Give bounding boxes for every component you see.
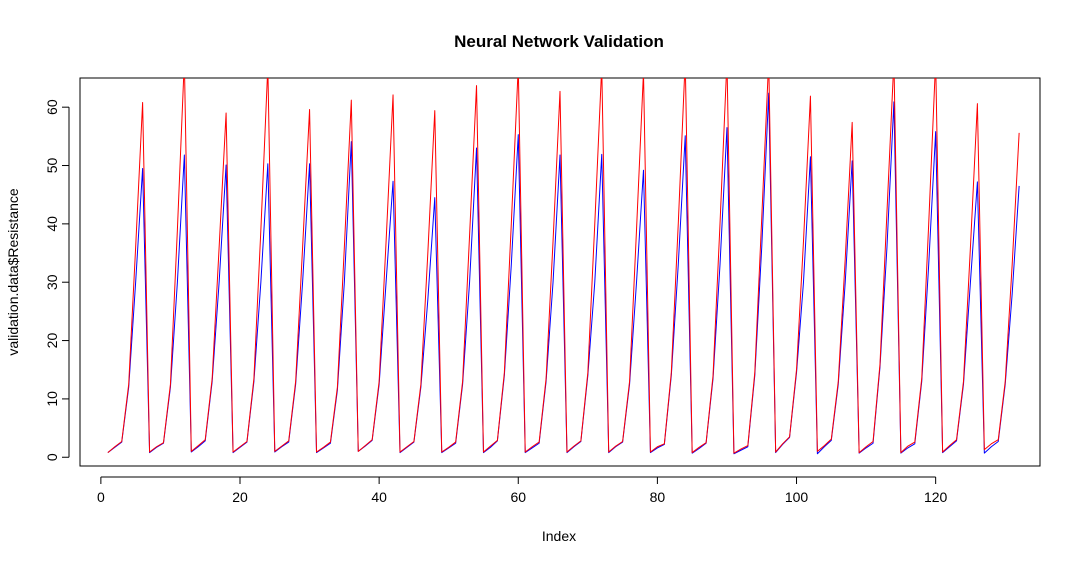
y-tick-label: 0	[44, 453, 60, 461]
x-axis-label: Index	[542, 528, 576, 544]
chart-title: Neural Network Validation	[454, 32, 664, 51]
series-line-predicted	[107, 92, 1020, 455]
x-tick-label: 60	[510, 489, 526, 505]
y-axis: 0 10 20 30 40 50 60	[44, 99, 70, 461]
y-tick-label: 10	[44, 391, 60, 407]
x-tick-label: 100	[785, 489, 809, 505]
y-tick-label: 50	[44, 158, 60, 174]
y-tick-label: 60	[44, 99, 60, 115]
x-tick-label: 80	[650, 489, 666, 505]
x-tick-label: 40	[371, 489, 387, 505]
x-axis: 0 20 40 60 80 100 120	[97, 476, 948, 505]
series-line-actual	[107, 78, 1020, 454]
x-tick-label: 120	[924, 489, 948, 505]
series-layer	[107, 78, 1020, 455]
y-tick-label: 30	[44, 274, 60, 290]
y-axis-label: validation.data$Resistance	[5, 188, 21, 356]
plot-box	[79, 77, 1041, 467]
x-tick-label: 20	[232, 489, 248, 505]
x-tick-label: 0	[97, 489, 105, 505]
y-tick-label: 20	[44, 333, 60, 349]
y-tick-label: 40	[44, 216, 60, 232]
